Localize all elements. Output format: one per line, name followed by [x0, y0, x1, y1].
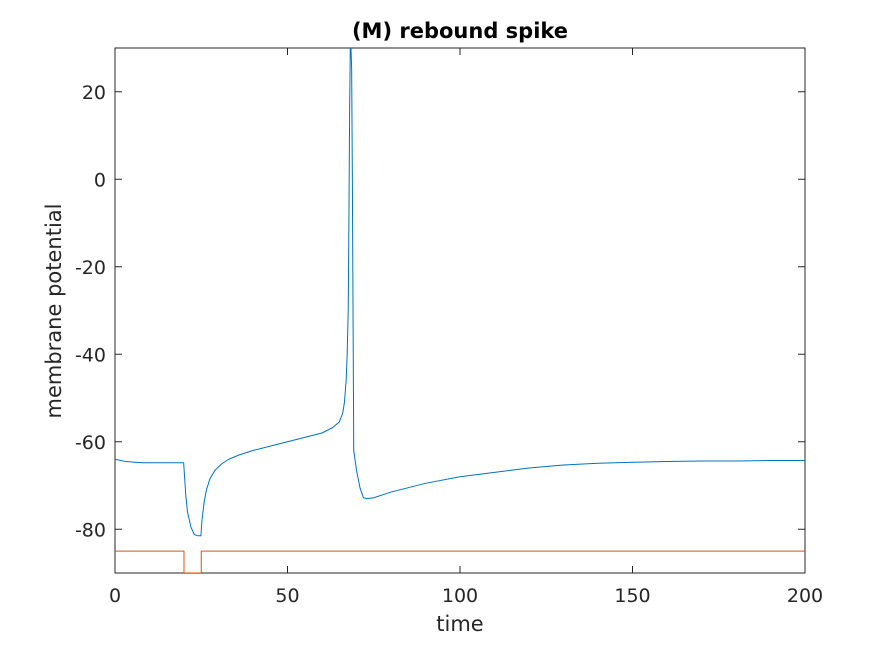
y-axis-label: membrane potential — [42, 204, 66, 419]
y-axis: -80 -60 -40 -20 0 20 — [75, 82, 805, 541]
y-tick-label: 20 — [82, 82, 106, 104]
x-axis-label: time — [436, 612, 483, 636]
plot-lines — [115, 48, 805, 573]
x-tick-label: 150 — [614, 585, 650, 607]
y-tick-label: 0 — [94, 169, 106, 191]
y-tick-label: -20 — [75, 257, 106, 279]
x-tick-label: 200 — [787, 585, 823, 607]
input-series-line — [115, 550, 805, 573]
x-tick-label: 0 — [109, 585, 121, 607]
membrane-series-line — [115, 48, 805, 537]
x-tick-label: 100 — [442, 585, 478, 607]
plot-area-box — [114, 47, 806, 574]
y-tick-label: -60 — [75, 432, 106, 454]
x-tick-label: 50 — [275, 585, 299, 607]
chart-title: (M) rebound spike — [352, 19, 568, 43]
x-axis: 0 50 100 150 200 — [109, 48, 823, 607]
y-tick-label: -80 — [75, 519, 106, 541]
y-tick-label: -40 — [75, 344, 106, 366]
